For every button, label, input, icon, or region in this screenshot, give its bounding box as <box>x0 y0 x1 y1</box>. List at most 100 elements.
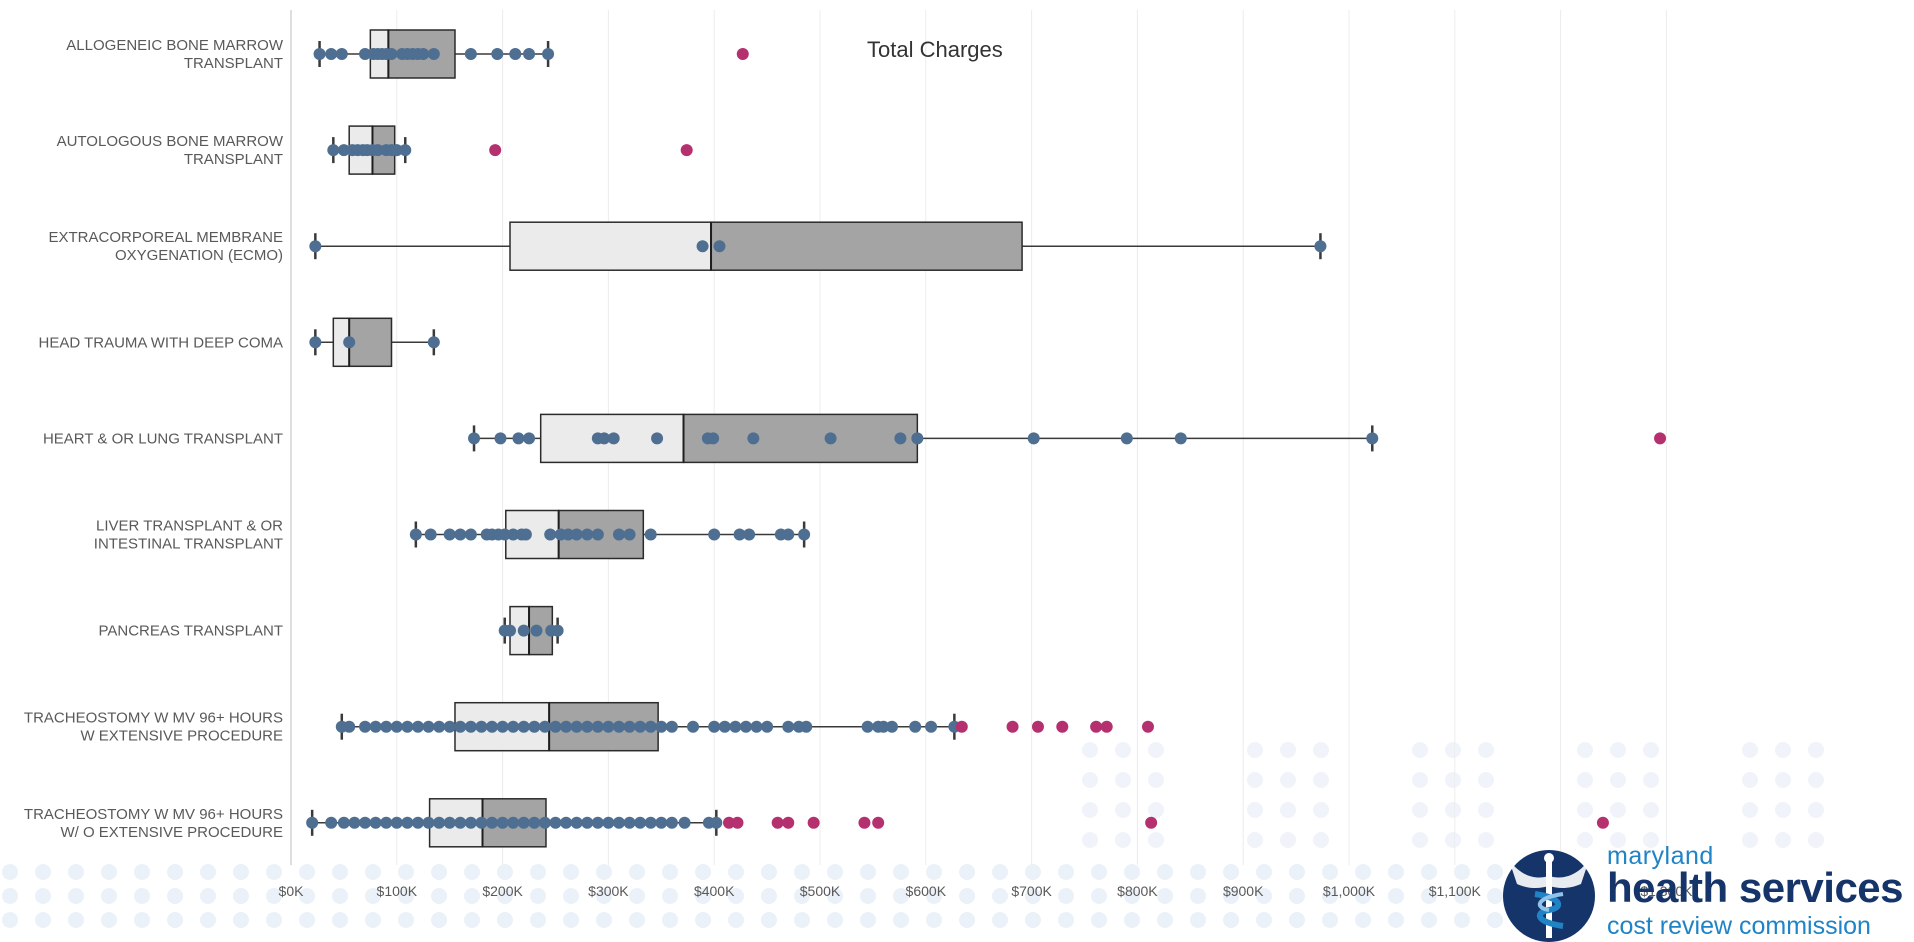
tick-label: $900K <box>1223 883 1264 899</box>
background-dot <box>167 888 183 904</box>
data-point <box>549 720 562 733</box>
background-dot <box>1478 802 1494 818</box>
background-dot <box>827 912 843 928</box>
data-point <box>517 624 530 637</box>
data-point <box>427 336 440 349</box>
background-dot <box>1775 802 1791 818</box>
background-dot <box>1148 832 1164 848</box>
data-point <box>399 144 412 157</box>
background-dot <box>794 888 810 904</box>
data-point <box>708 720 721 733</box>
data-point <box>562 528 575 541</box>
data-point <box>411 720 424 733</box>
data-point <box>475 816 488 829</box>
background-dot <box>1280 802 1296 818</box>
background-dot <box>233 864 249 880</box>
tick-label: $700K <box>1011 883 1052 899</box>
box-group <box>327 125 693 175</box>
background-dot <box>1256 888 1272 904</box>
category-label-line: W/ O EXTENSIVE PROCEDURE <box>60 824 283 841</box>
background-dot <box>167 864 183 880</box>
background-dot <box>1742 802 1758 818</box>
box-upper-quartile <box>348 317 393 368</box>
background-dot <box>1157 864 1173 880</box>
data-point <box>464 720 477 733</box>
outlier-point <box>680 144 693 157</box>
background-dot <box>893 912 909 928</box>
category-label: HEART & OR LUNG TRANSPLANT <box>43 430 283 447</box>
data-point <box>519 528 532 541</box>
data-point <box>464 48 477 60</box>
data-point <box>747 432 760 445</box>
data-point <box>371 144 384 157</box>
background-dot <box>299 888 315 904</box>
background-dot <box>1610 832 1626 848</box>
background-dot <box>1643 772 1659 788</box>
data-point <box>739 720 752 733</box>
data-point <box>498 528 511 541</box>
data-point <box>602 816 615 829</box>
data-point <box>306 816 319 829</box>
background-dot <box>926 888 942 904</box>
background-dot <box>1223 888 1239 904</box>
category-label-line: TRACHEOSTOMY W MV 96+ HOURS <box>24 806 283 823</box>
data-point <box>494 432 507 445</box>
background-dot <box>695 912 711 928</box>
background-dot <box>332 864 348 880</box>
category-label-line: W EXTENSIVE PROCEDURE <box>80 728 283 745</box>
background-dot <box>1313 772 1329 788</box>
data-point <box>644 720 657 733</box>
background-dot <box>1487 864 1503 880</box>
background-dot <box>530 864 546 880</box>
background-dot <box>1577 832 1593 848</box>
data-point <box>665 720 678 733</box>
background-dot <box>992 864 1008 880</box>
background-dot <box>1322 888 1338 904</box>
data-point <box>885 720 898 733</box>
background-dot <box>1445 742 1461 758</box>
data-point <box>313 48 326 60</box>
outlier-point <box>731 816 744 829</box>
background-dot <box>1025 864 1041 880</box>
background-dot <box>662 912 678 928</box>
background-dot <box>761 912 777 928</box>
background-dot <box>68 912 84 928</box>
background-dot <box>1610 772 1626 788</box>
data-point <box>325 48 338 60</box>
background-dot <box>1082 742 1098 758</box>
category-labels: ALLOGENEIC BONE MARROW TRANSPLANTAUTOLOGO… <box>24 37 284 841</box>
data-point <box>570 528 583 541</box>
x-axis-tick-labels: $0K $100K $200K $300K $400K $500K $600K $700K $8… <box>279 883 1694 899</box>
category-label-line: EXTRACORPOREAL MEMBRANE <box>49 229 284 246</box>
background-dot <box>1775 772 1791 788</box>
data-point <box>369 720 382 733</box>
background-dot <box>1025 912 1041 928</box>
data-point <box>507 720 520 733</box>
background-dot <box>1355 864 1371 880</box>
data-point <box>551 624 564 637</box>
background-dot <box>1082 772 1098 788</box>
background-dot <box>827 864 843 880</box>
data-point <box>782 720 795 733</box>
background-dot <box>629 864 645 880</box>
data-point <box>1027 432 1040 445</box>
data-point <box>409 528 422 541</box>
data-point <box>644 816 657 829</box>
outlier-point <box>955 720 968 733</box>
data-point <box>491 48 504 60</box>
box-lower-quartile <box>509 221 712 271</box>
background-dot <box>2 912 18 928</box>
background-dot <box>1124 912 1140 928</box>
background-dot <box>596 888 612 904</box>
category-label: LIVER TRANSPLANT & OR INTESTINAL TRANSPLA… <box>94 518 283 553</box>
background-dot <box>299 864 315 880</box>
background-dot <box>233 888 249 904</box>
data-point <box>517 720 530 733</box>
category-label-line: ALLOGENEIC BONE MARROW <box>66 37 284 54</box>
background-dot <box>1412 802 1428 818</box>
tick-label: $600K <box>906 883 947 899</box>
background-dot <box>1190 864 1206 880</box>
background-dot <box>1643 832 1659 848</box>
background-dot <box>1148 772 1164 788</box>
data-point <box>348 816 361 829</box>
